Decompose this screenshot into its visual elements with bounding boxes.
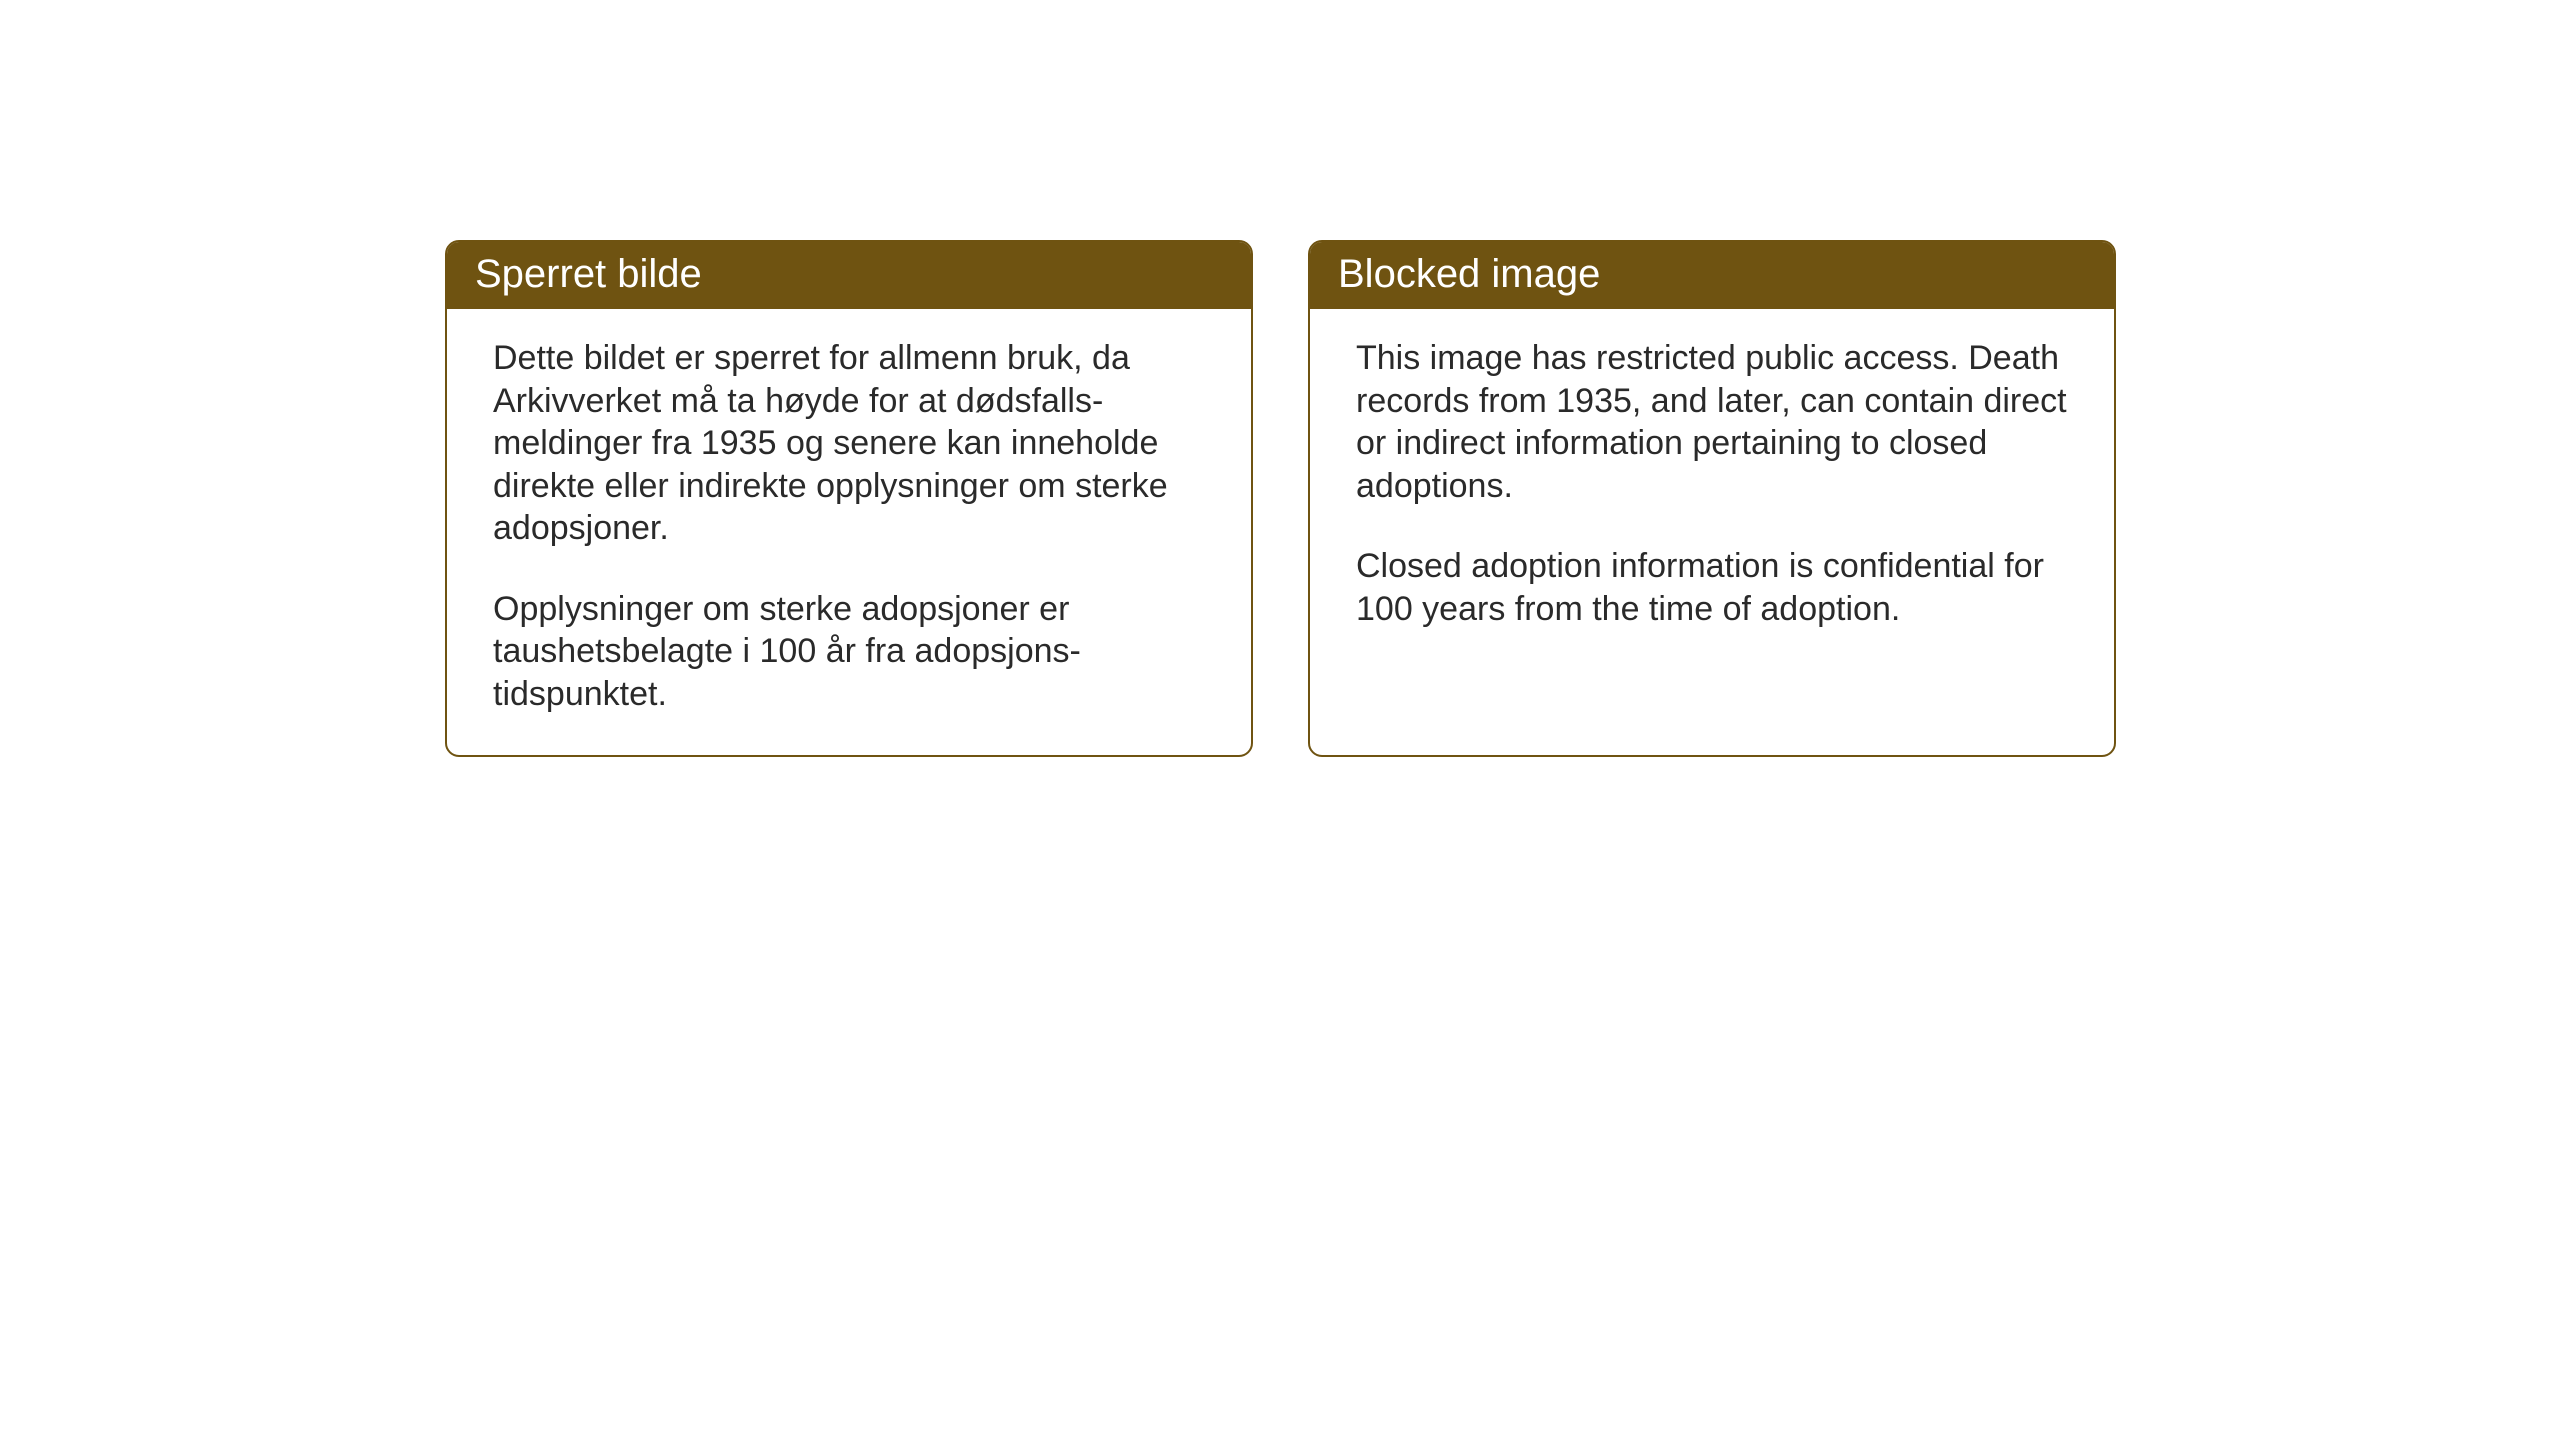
cards-container: Sperret bilde Dette bildet er sperret fo… — [445, 240, 2116, 757]
paragraph-english-1: This image has restricted public access.… — [1356, 337, 2068, 507]
info-card-norwegian: Sperret bilde Dette bildet er sperret fo… — [445, 240, 1253, 757]
paragraph-english-2: Closed adoption information is confident… — [1356, 545, 2068, 630]
paragraph-norwegian-1: Dette bildet er sperret for allmenn bruk… — [493, 337, 1205, 550]
card-body-english: This image has restricted public access.… — [1310, 309, 2114, 670]
paragraph-norwegian-2: Opplysninger om sterke adopsjoner er tau… — [493, 588, 1205, 716]
card-header-norwegian: Sperret bilde — [447, 242, 1251, 309]
card-title-norwegian: Sperret bilde — [475, 252, 702, 296]
card-title-english: Blocked image — [1338, 252, 1600, 296]
card-header-english: Blocked image — [1310, 242, 2114, 309]
card-body-norwegian: Dette bildet er sperret for allmenn bruk… — [447, 309, 1251, 755]
info-card-english: Blocked image This image has restricted … — [1308, 240, 2116, 757]
